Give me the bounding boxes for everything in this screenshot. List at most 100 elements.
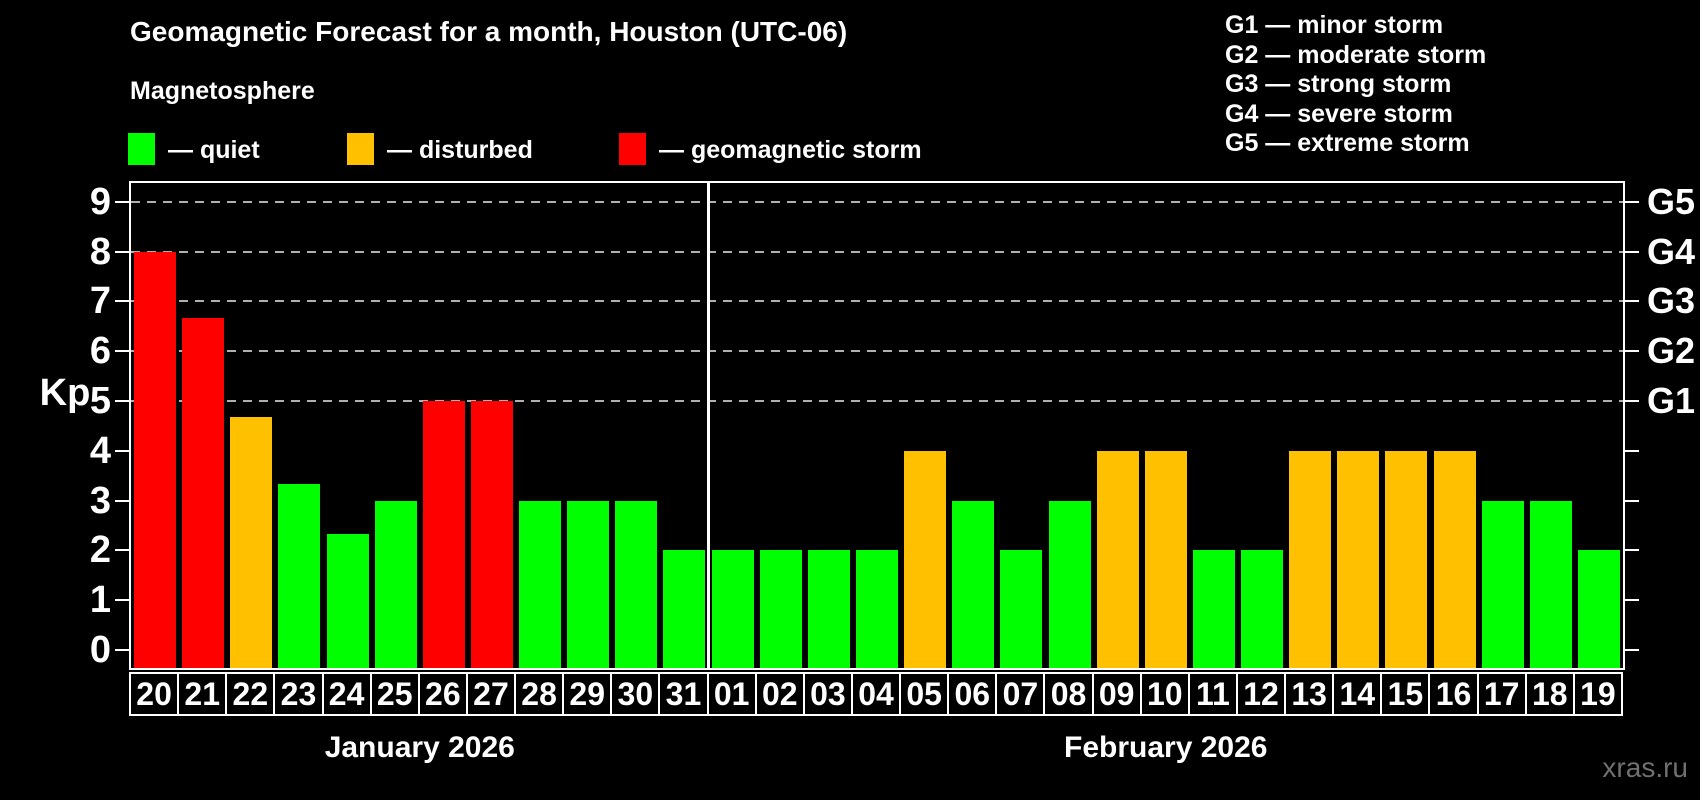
day-label-cell: 19 (1572, 672, 1623, 716)
kp-bar (134, 251, 177, 668)
kp-bar (1481, 500, 1524, 668)
y-axis-tick (115, 400, 129, 402)
kp-bar (615, 500, 658, 668)
g3-legend-line: G3 — strong storm (1225, 70, 1452, 99)
day-label-cell: 26 (417, 672, 468, 716)
kp-bar (856, 550, 898, 668)
right-axis-tick (1625, 350, 1639, 353)
y-tick-label: 8 (89, 230, 111, 273)
g1-legend-line: G1 — minor storm (1225, 11, 1444, 39)
magnetosphere-subtitle: Magnetosphere (130, 77, 315, 105)
day-label-cell: 14 (1332, 672, 1383, 716)
y-tick-label: 7 (89, 280, 111, 323)
disturbed-legend-label: — disturbed (387, 136, 533, 164)
day-label-cell: 10 (1139, 672, 1190, 716)
kp-bar (374, 500, 417, 668)
y-axis-tick (115, 599, 129, 602)
right-axis-tick (1625, 549, 1639, 552)
kp-bar (1385, 450, 1428, 668)
y-tick-label: 1 (89, 579, 111, 622)
kp-bar (1192, 550, 1235, 668)
day-label-cell: 04 (850, 672, 902, 716)
y-axis-title: Kp (39, 372, 91, 414)
kp-bar (326, 533, 369, 668)
day-label-cell: 27 (465, 672, 517, 716)
day-label-cell: 23 (273, 672, 324, 716)
kp-bar (1241, 550, 1284, 668)
kp-bar (1048, 500, 1091, 668)
day-label-cell: 02 (754, 672, 805, 716)
day-label-cell: 21 (177, 672, 228, 716)
day-label-cell: 18 (1524, 672, 1575, 716)
g-axis-label: G5 (1647, 180, 1696, 222)
day-label-cell: 25 (369, 672, 420, 716)
day-label-cell: 13 (1284, 672, 1335, 716)
day-label-cell: 17 (1476, 672, 1527, 716)
y-tick-label: 4 (89, 429, 111, 472)
day-label-cell: 30 (610, 672, 661, 716)
y-tick-label: 6 (89, 330, 111, 373)
quiet-color-swatch (128, 133, 155, 165)
day-label-cell: 11 (1187, 672, 1238, 716)
g-axis-label: G2 (1647, 330, 1696, 372)
g-scale-legend: G1 — minor storm G2 — moderate storm G3 … (1225, 11, 1486, 159)
y-axis-tick (115, 200, 129, 203)
right-axis-tick (1625, 649, 1639, 651)
g-axis-label: G4 (1647, 230, 1696, 272)
kp-bar (519, 500, 562, 668)
month-label: February 2026 (1064, 731, 1268, 764)
kp-bar (711, 550, 754, 668)
day-label-cell: 01 (706, 672, 757, 716)
kp-bar (952, 500, 995, 668)
kp-bar (422, 401, 465, 668)
day-label-cell: 15 (1380, 672, 1431, 716)
kp-bar (470, 401, 513, 668)
day-label-cell: 03 (802, 672, 853, 716)
kp-bar (1096, 450, 1139, 668)
day-label-cell: 08 (1043, 672, 1094, 716)
kp-bar (230, 417, 273, 668)
kp-bar (663, 550, 706, 668)
kp-bar (1000, 550, 1043, 668)
day-label-cell: 29 (562, 672, 613, 716)
day-label-cell: 22 (225, 672, 276, 716)
day-label-cell: 24 (321, 672, 372, 716)
right-axis-tick (1625, 449, 1639, 452)
y-axis-tick (115, 499, 129, 502)
day-label-cell: 06 (947, 672, 998, 716)
month-separator-line (707, 183, 711, 668)
disturbed-color-swatch (347, 133, 374, 165)
kp-bar (1289, 450, 1332, 668)
g2-legend-line: G2 — moderate storm (1225, 40, 1487, 69)
gridline (131, 350, 1623, 353)
right-axis-tick (1625, 300, 1639, 303)
y-axis-tick (115, 300, 129, 303)
right-axis-tick (1625, 599, 1639, 602)
watermark: xras.ru (1602, 752, 1688, 783)
day-label-cell: 31 (658, 672, 709, 716)
page-title: Geomagnetic Forecast for a month, Housto… (130, 16, 848, 47)
kp-bar (1337, 450, 1380, 668)
gridline (131, 300, 1623, 303)
storm-color-swatch (619, 133, 646, 165)
kp-bar (567, 500, 610, 668)
right-axis-tick (1625, 499, 1639, 502)
y-tick-label: 2 (89, 529, 111, 572)
right-axis-tick (1625, 250, 1639, 253)
day-label-cell: 07 (995, 672, 1046, 716)
kp-bar (1144, 450, 1187, 668)
gridline (131, 250, 1623, 253)
day-label-cell: 16 (1428, 672, 1479, 716)
g5-legend-line: G5 — extreme storm (1225, 129, 1470, 158)
g-axis-label: G3 (1647, 280, 1696, 322)
right-axis-tick (1625, 400, 1639, 402)
kp-bar (807, 550, 850, 668)
kp-bar (1577, 550, 1620, 668)
day-label-cell: 05 (899, 672, 950, 716)
month-label: January 2026 (324, 731, 515, 764)
y-tick-label: 0 (89, 629, 111, 671)
right-axis-tick (1625, 200, 1639, 203)
y-tick-label: 9 (89, 180, 111, 223)
quiet-legend-label: — quiet (168, 136, 260, 164)
y-tick-label: 3 (89, 479, 111, 522)
